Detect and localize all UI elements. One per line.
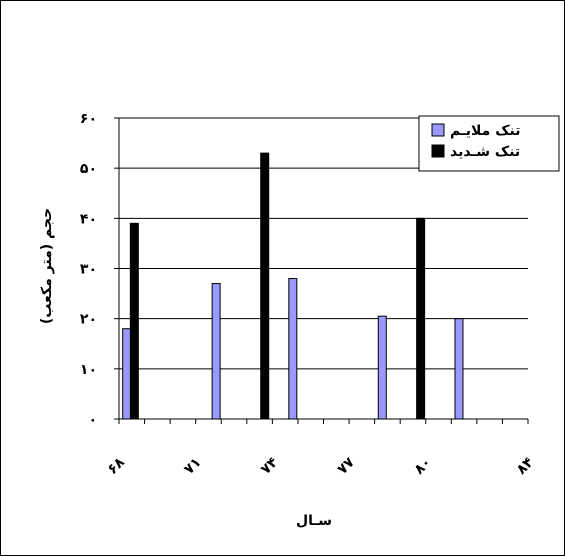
y-axis-title: حجم (متر مکعب) <box>39 208 55 324</box>
legend-swatch-mild-thinning <box>431 123 445 137</box>
x-tick-label-68: ۶۸ <box>104 454 128 478</box>
bar-series1-0 <box>129 222 139 420</box>
y-tick-label-10: ۱۰ <box>80 362 97 378</box>
legend-swatch-heavy-thinning <box>431 144 445 158</box>
axes <box>114 117 529 424</box>
x-tick-label-71: ۷۱ <box>181 454 204 477</box>
bar-series0-0 <box>122 328 132 420</box>
legend: تنک ملایـم تنک شـدید <box>418 115 560 172</box>
bar-series0-2 <box>288 278 298 420</box>
legend-label-heavy-thinning: تنک شـدید <box>450 144 520 160</box>
bar-series0-3 <box>377 315 387 420</box>
x-axis-title: سـال <box>296 513 332 529</box>
bar-series0-1 <box>211 283 221 420</box>
x-tick-label-84: ۸۴ <box>513 454 537 478</box>
y-tick-label-60: ۶۰ <box>80 111 97 127</box>
bars <box>122 152 464 420</box>
y-tick-label-40: ۴۰ <box>80 211 97 227</box>
bar-series0-4 <box>454 318 464 420</box>
x-tick-label-77: ۷۷ <box>335 454 359 478</box>
y-tick-labels: ۰ ۱۰ ۲۰ ۳۰ ۴۰ ۵۰ ۶۰ <box>80 111 97 428</box>
y-tick-label-0: ۰ <box>88 412 97 428</box>
y-tick-label-30: ۳۰ <box>80 262 97 278</box>
y-tick-label-20: ۲۰ <box>80 312 97 328</box>
bar-series1-2 <box>416 217 426 420</box>
x-tick-label-74: ۷۴ <box>258 454 282 478</box>
y-tick-label-50: ۵۰ <box>80 161 97 177</box>
legend-label-mild-thinning: تنک ملایـم <box>450 123 521 139</box>
x-tick-label-80: ۸۰ <box>411 454 434 477</box>
bar-series1-1 <box>260 152 270 420</box>
x-tick-labels: ۶۸ ۷۱ ۷۴ ۷۷ ۸۰ ۸۴ <box>104 454 537 478</box>
